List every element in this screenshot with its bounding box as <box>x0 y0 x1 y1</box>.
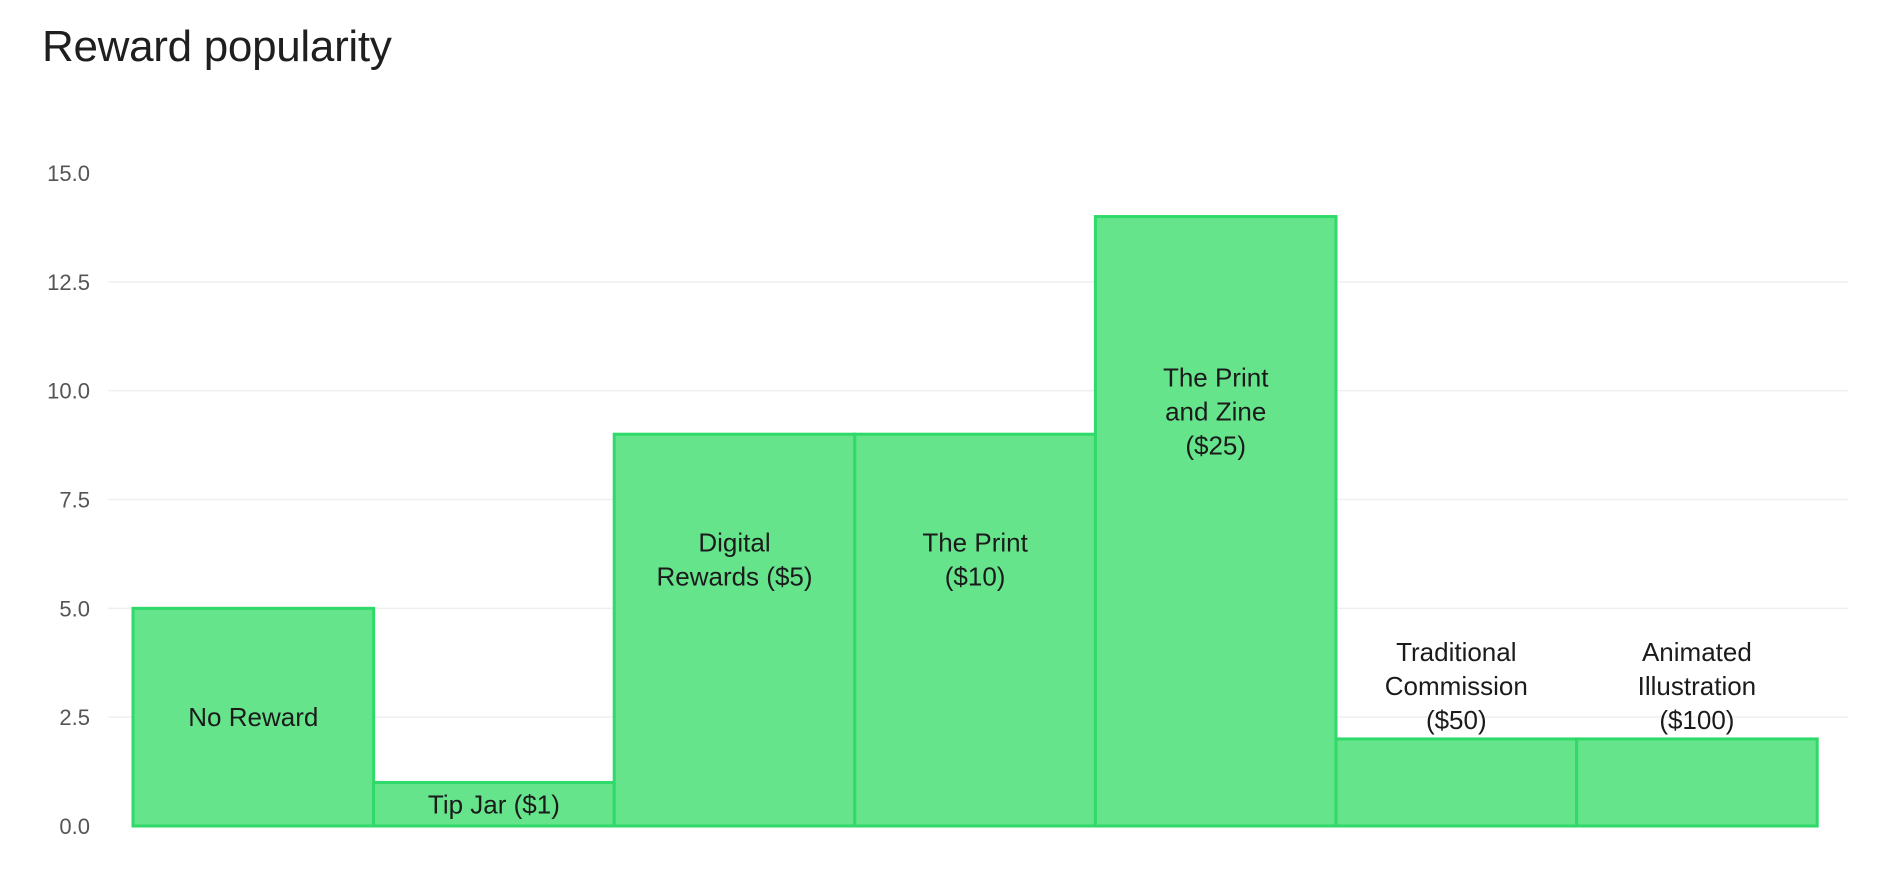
bar <box>1093 215 1338 828</box>
y-tick-label: 12.5 <box>47 270 90 295</box>
bars <box>131 215 1819 828</box>
bar-label-line: Animated <box>1642 637 1752 667</box>
bar-label-line: ($100) <box>1659 705 1734 735</box>
y-tick-label: 10.0 <box>47 379 90 404</box>
y-tick-label: 0.0 <box>59 814 90 839</box>
bar-labels: No Reward Tip Jar ($1) Digital Rewards ($5)… <box>188 363 1756 820</box>
bar <box>372 780 616 828</box>
bar-label-line: Illustration <box>1638 671 1757 701</box>
bar-label-line: The Print <box>1163 363 1269 393</box>
bar-label: Traditional Commission ($50) <box>1385 637 1528 735</box>
bar <box>1575 737 1819 828</box>
bar-label-line: Tip Jar ($1) <box>428 789 560 819</box>
bar <box>131 606 376 828</box>
bar-label: Tip Jar ($1) <box>428 789 560 819</box>
chart-title: Reward popularity <box>42 22 392 71</box>
bar-label-line: Traditional <box>1396 637 1516 667</box>
bar-label-line: and Zine <box>1165 397 1266 427</box>
bar <box>612 432 857 828</box>
y-tick-label: 7.5 <box>59 488 90 513</box>
bar-label: The Print ($10) <box>922 528 1028 592</box>
bar-label: No Reward <box>188 702 318 732</box>
bar <box>853 432 1097 828</box>
y-tick-label: 15.0 <box>47 161 90 186</box>
bar-label-line: No Reward <box>188 702 318 732</box>
bar-label: The Print and Zine ($25) <box>1163 363 1269 461</box>
bar-label-line: ($50) <box>1426 705 1487 735</box>
bar-label-line: Commission <box>1385 671 1528 701</box>
bar-label-line: Digital <box>698 528 770 558</box>
bar-label-line: ($25) <box>1185 431 1246 461</box>
bar <box>1334 737 1579 828</box>
bar-label-line: Rewards ($5) <box>656 562 812 592</box>
y-axis-ticks: 0.0 2.5 5.0 7.5 10.0 12.5 15.0 <box>47 161 90 839</box>
bar-label-line: ($10) <box>945 562 1006 592</box>
bar-label-line: The Print <box>922 528 1028 558</box>
bar-label: Digital Rewards ($5) <box>656 528 812 592</box>
y-tick-label: 5.0 <box>59 596 90 621</box>
y-tick-label: 2.5 <box>59 705 90 730</box>
bar-label: Animated Illustration ($100) <box>1638 637 1757 735</box>
